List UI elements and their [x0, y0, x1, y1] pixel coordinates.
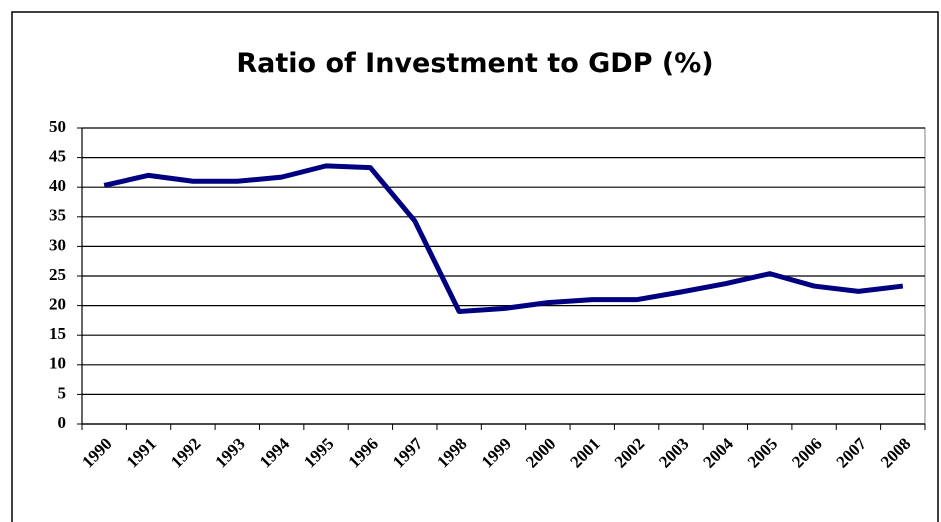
y-tick-label: 30 — [49, 235, 66, 254]
y-tick-label: 50 — [49, 117, 66, 136]
y-tick-label: 25 — [49, 265, 66, 284]
chart-title: Ratio of Investment to GDP (%) — [236, 48, 713, 79]
y-tick-label: 0 — [58, 413, 67, 432]
y-tick-label: 40 — [49, 176, 66, 195]
y-tick-label: 10 — [49, 354, 66, 373]
y-tick-label: 35 — [49, 206, 66, 225]
chart-frame — [11, 11, 939, 522]
y-tick-label: 15 — [49, 324, 66, 343]
y-tick-label: 45 — [49, 147, 66, 166]
y-tick-label: 5 — [58, 383, 67, 402]
data-line — [103, 163, 904, 315]
y-tick-label: 20 — [49, 295, 66, 314]
